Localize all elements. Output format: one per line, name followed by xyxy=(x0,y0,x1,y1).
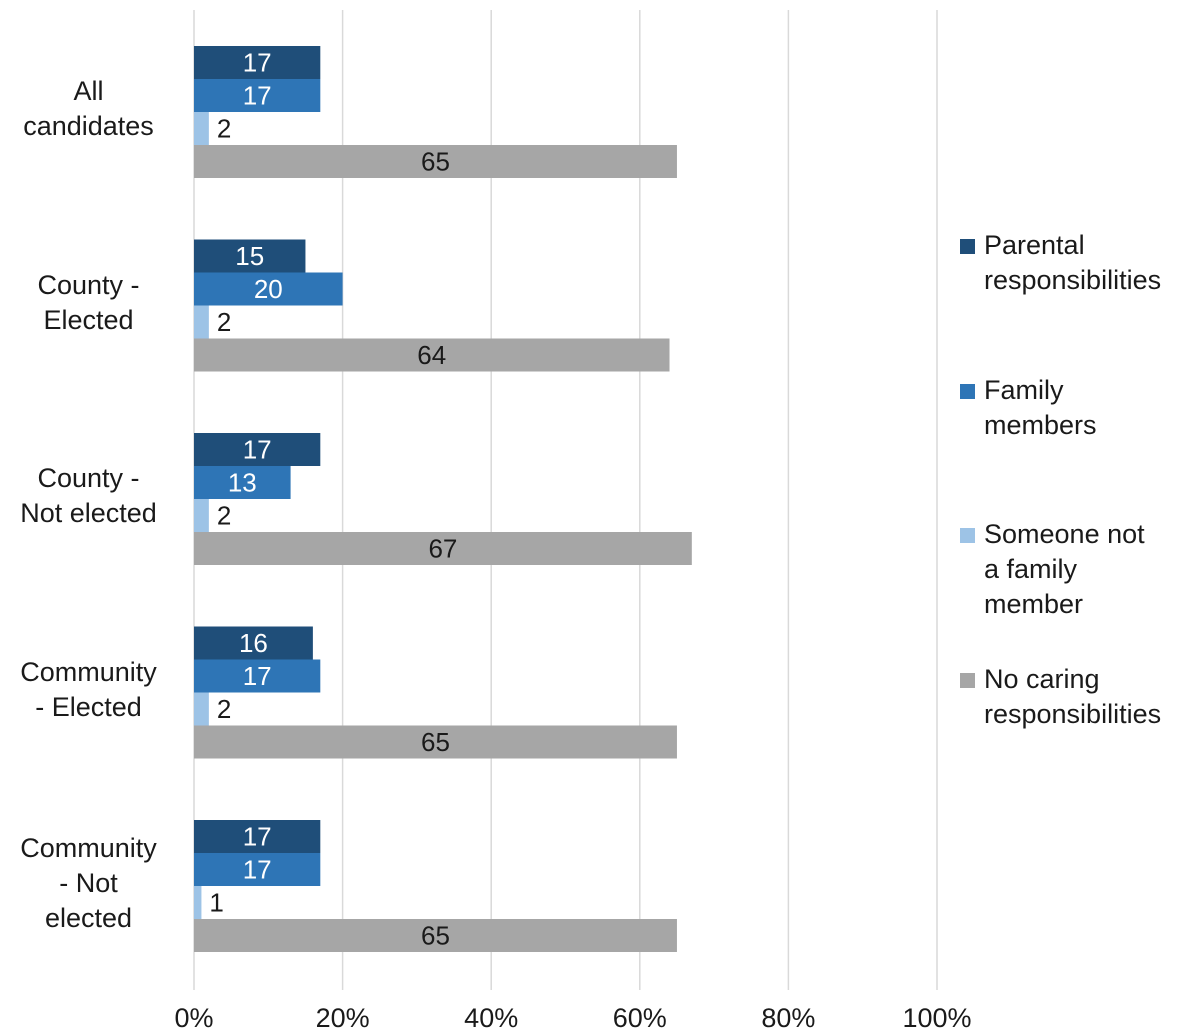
bar-value-label: 1 xyxy=(209,888,223,918)
category-label: Community - Not elected xyxy=(20,832,157,933)
category-label: County - Elected xyxy=(37,269,140,335)
bar xyxy=(194,46,321,79)
bar-value-label: 2 xyxy=(217,694,231,724)
bar-value-label: 17 xyxy=(243,435,272,465)
bar xyxy=(194,499,209,532)
legend-item: No caring responsibilities xyxy=(960,662,1189,732)
legend-swatch xyxy=(960,673,975,688)
bar-value-label: 17 xyxy=(243,81,272,111)
bar xyxy=(194,659,321,693)
bar xyxy=(194,272,343,306)
legend-label: Parental responsibilities xyxy=(984,230,1162,295)
bar-value-label: 2 xyxy=(217,501,231,531)
bar-value-label: 20 xyxy=(254,274,283,304)
bar-value-label: 65 xyxy=(421,147,450,177)
x-tick-label: 40% xyxy=(464,1003,518,1030)
bar xyxy=(194,112,209,145)
category-label: Community - Elected xyxy=(20,656,157,722)
bar-value-label: 67 xyxy=(428,534,457,564)
bar xyxy=(194,433,321,466)
legend-label: Someone not a family member xyxy=(984,519,1145,619)
bar-value-label: 2 xyxy=(217,307,231,337)
legend-swatch xyxy=(960,384,975,399)
x-tick-label: 0% xyxy=(174,1003,213,1030)
category-label: County - Not elected xyxy=(20,463,157,528)
legend-label: No caring responsibilities xyxy=(984,664,1162,729)
legend-swatch xyxy=(960,528,975,543)
bar-value-label: 65 xyxy=(421,727,450,757)
legend-item: Parental responsibilities xyxy=(960,228,1189,298)
bar xyxy=(194,853,321,886)
bar xyxy=(194,626,313,660)
x-tick-label: 100% xyxy=(902,1003,971,1030)
bar xyxy=(194,692,209,726)
bar xyxy=(194,305,209,339)
legend-item: Someone not a family member xyxy=(960,517,1189,622)
legend-item: Family members xyxy=(960,373,1189,443)
bar xyxy=(194,820,321,853)
bar-value-label: 17 xyxy=(243,48,272,78)
bar-value-label: 17 xyxy=(243,855,272,885)
bar-value-label: 17 xyxy=(243,822,272,852)
legend-swatch xyxy=(960,239,975,254)
x-tick-label: 80% xyxy=(761,1003,815,1030)
bar-value-label: 64 xyxy=(417,340,446,370)
bar xyxy=(194,239,306,273)
bar-value-label: 65 xyxy=(421,921,450,951)
bar-value-label: 15 xyxy=(235,241,264,271)
bar xyxy=(194,145,677,178)
bar xyxy=(194,886,202,919)
legend-label: Family members xyxy=(984,375,1097,440)
bar xyxy=(194,532,692,565)
bar xyxy=(194,338,670,372)
bar xyxy=(194,919,677,952)
x-tick-label: 60% xyxy=(613,1003,667,1030)
bar-value-label: 17 xyxy=(243,661,272,691)
bar xyxy=(194,725,677,759)
bar xyxy=(194,466,291,499)
bar xyxy=(194,79,321,112)
category-label: All candidates xyxy=(23,76,154,141)
bar-value-label: 2 xyxy=(217,114,231,144)
bar-value-label: 16 xyxy=(239,628,268,658)
x-tick-label: 20% xyxy=(316,1003,370,1030)
bar-value-label: 13 xyxy=(228,468,257,498)
